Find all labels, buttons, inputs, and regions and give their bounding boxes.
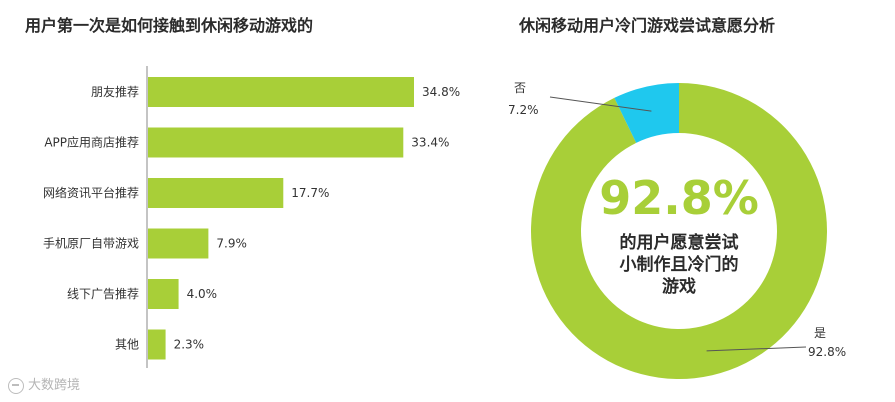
donut-slice-0 — [531, 83, 828, 379]
bar-category-label: 其他 — [115, 338, 139, 352]
watermark-text: 大数跨境 — [28, 378, 81, 393]
bar-category-label: APP应用商店推荐 — [44, 135, 139, 150]
bar-category-label: 手机原厂自带游戏 — [43, 237, 139, 251]
donut-center-caption-line: 的用户愿意尝试 — [620, 232, 739, 253]
bar-value-label: 7.9% — [216, 237, 247, 251]
donut-center-caption-line: 游戏 — [662, 276, 696, 297]
donut-center-value: 92.8% — [599, 171, 759, 225]
bar-value-label: 17.7% — [291, 186, 329, 200]
bar-0 — [148, 77, 414, 107]
bar-value-label: 33.4% — [411, 136, 449, 150]
donut-label-name-yes: 是 — [814, 326, 826, 340]
leader-line-yes — [706, 346, 807, 352]
bar-category-label: 线下广告推荐 — [67, 287, 139, 301]
donut-chart-title: 休闲移动用户冷门游戏尝试意愿分析 — [519, 16, 776, 35]
leader-line-no — [549, 96, 652, 112]
donut-center-caption-line: 小制作且冷门的 — [620, 254, 739, 275]
watermark: 大数跨境 — [8, 374, 80, 394]
bar-category-label: 网络资讯平台推荐 — [43, 185, 139, 200]
bar-category-label: 朋友推荐 — [91, 85, 139, 99]
bar-2 — [148, 178, 284, 208]
bar-chart-title: 用户第一次是如何接触到休闲移动游戏的 — [25, 16, 314, 35]
bar-1 — [148, 127, 404, 158]
bar-5 — [148, 329, 166, 360]
bar-3 — [148, 228, 209, 259]
donut-label-value-yes: 92.8% — [808, 345, 846, 359]
bar-value-label: 2.3% — [174, 338, 205, 352]
bar-value-label: 4.0% — [187, 287, 218, 301]
donut-label-value-no: 7.2% — [508, 103, 539, 117]
bar-value-label: 34.8% — [422, 85, 460, 99]
donut-slice-1 — [614, 83, 679, 143]
bar-4 — [148, 279, 179, 309]
donut-label-name-no: 否 — [514, 81, 526, 95]
brand-logo-icon — [8, 377, 24, 394]
